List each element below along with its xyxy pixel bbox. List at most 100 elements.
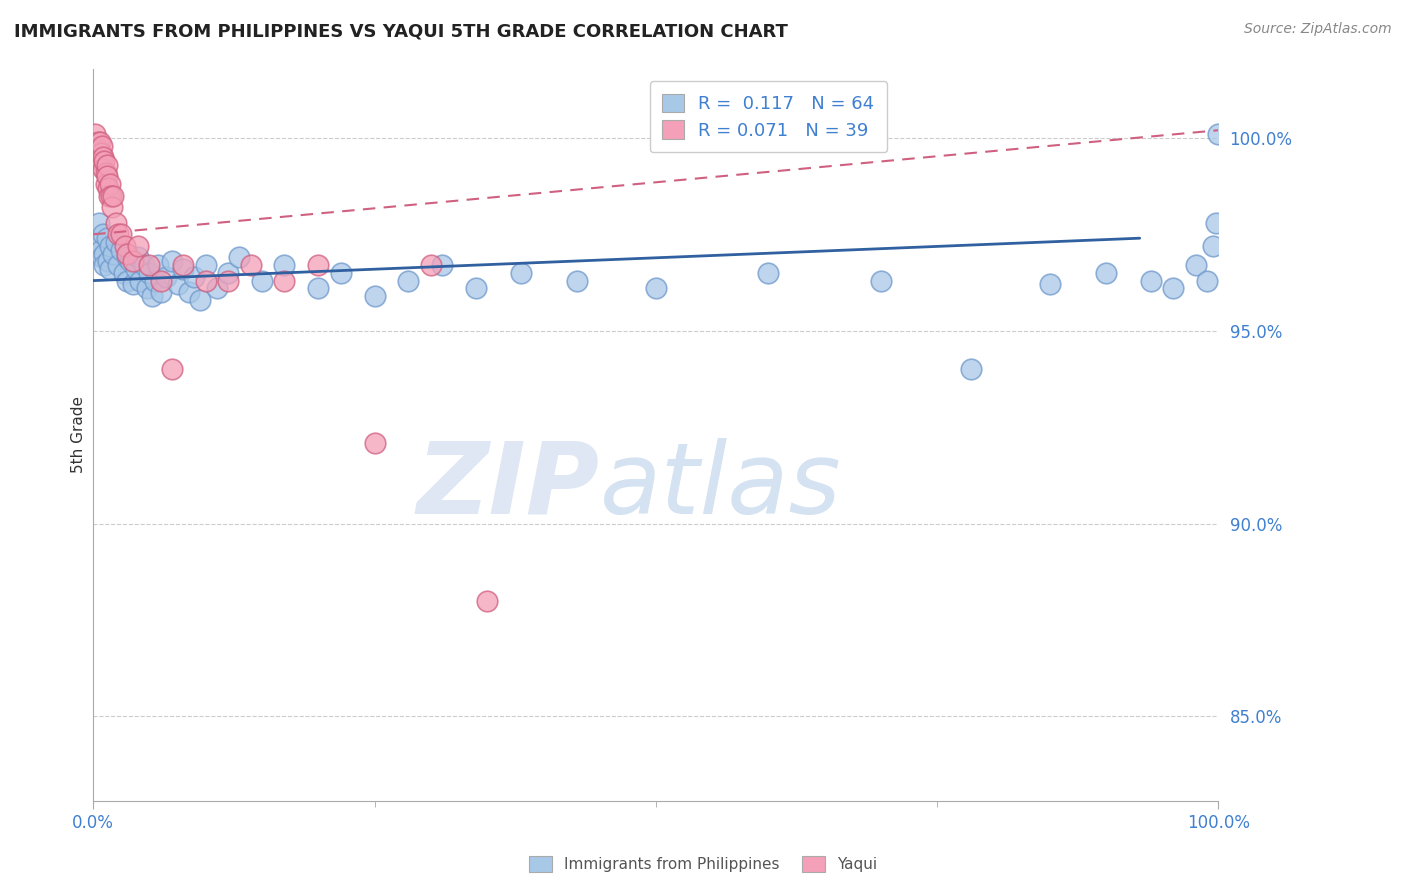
Point [107, 227, 129, 242]
Point [121, 277, 143, 292]
Point [149, 274, 172, 288]
Point [93, 258, 115, 272]
Y-axis label: 5th Grade: 5th Grade [72, 396, 86, 474]
Point [103, 246, 125, 260]
Text: atlas: atlas [599, 438, 841, 534]
Point [91, 227, 114, 242]
Point [217, 274, 239, 288]
Point [363, 435, 385, 450]
Point [273, 258, 295, 272]
Point [205, 281, 228, 295]
Point [166, 277, 188, 292]
Text: Source: ZipAtlas.com: Source: ZipAtlas.com [1244, 22, 1392, 37]
Point [1202, 239, 1225, 253]
Point [464, 281, 486, 295]
Point [307, 258, 329, 272]
Point [97, 181, 120, 195]
Point [115, 274, 138, 288]
Point [112, 266, 135, 280]
Point [91, 138, 114, 153]
Point [960, 362, 983, 376]
Point [121, 254, 143, 268]
Point [138, 266, 160, 280]
Point [1197, 274, 1219, 288]
Text: ZIP: ZIP [416, 438, 599, 534]
Point [91, 161, 114, 176]
Point [475, 593, 498, 607]
Point [110, 227, 132, 242]
Point [90, 243, 112, 257]
Point [183, 269, 205, 284]
Point [194, 274, 217, 288]
Point [127, 239, 149, 253]
Point [148, 258, 170, 272]
Point [430, 258, 453, 272]
Point [87, 216, 110, 230]
Point [97, 188, 120, 202]
Point [100, 188, 122, 202]
Point [103, 188, 125, 202]
Point [1185, 258, 1208, 272]
Point [125, 262, 148, 277]
Point [1039, 277, 1062, 292]
Point [1208, 127, 1230, 141]
Point [396, 274, 419, 288]
Point [1205, 216, 1227, 230]
Point [217, 266, 239, 280]
Point [188, 293, 211, 307]
Point [228, 251, 250, 265]
Point [93, 246, 115, 260]
Point [136, 281, 159, 295]
Point [172, 262, 194, 277]
Point [96, 169, 118, 184]
Point [756, 266, 779, 280]
Point [86, 135, 108, 149]
Point [107, 258, 129, 272]
Point [307, 281, 329, 295]
Text: IMMIGRANTS FROM PHILIPPINES VS YAQUI 5TH GRADE CORRELATION CHART: IMMIGRANTS FROM PHILIPPINES VS YAQUI 5TH… [14, 22, 787, 40]
Point [96, 231, 118, 245]
Point [90, 154, 112, 169]
Point [239, 258, 262, 272]
Point [115, 251, 138, 265]
Point [141, 289, 163, 303]
Point [96, 158, 118, 172]
Point [177, 285, 200, 300]
Point [509, 266, 531, 280]
Point [149, 285, 172, 300]
Point [115, 246, 138, 260]
Point [89, 135, 111, 149]
Point [94, 166, 117, 180]
Point [1140, 274, 1163, 288]
Point [129, 274, 152, 288]
Point [644, 281, 666, 295]
Point [194, 258, 217, 272]
Point [91, 251, 114, 265]
Point [363, 289, 385, 303]
Point [98, 239, 121, 253]
Point [132, 258, 155, 272]
Point [114, 239, 136, 253]
Point [172, 258, 194, 272]
Point [90, 146, 112, 161]
Legend: R =  0.117   N = 64, R = 0.071   N = 39: R = 0.117 N = 64, R = 0.071 N = 39 [650, 81, 887, 153]
Point [104, 235, 127, 249]
Point [93, 154, 115, 169]
Point [143, 274, 166, 288]
Point [86, 235, 108, 249]
Point [419, 258, 441, 272]
Point [104, 216, 127, 230]
Point [250, 274, 273, 288]
Point [138, 258, 160, 272]
Point [160, 362, 183, 376]
Point [94, 178, 117, 192]
Point [1095, 266, 1118, 280]
Legend: Immigrants from Philippines, Yaqui: Immigrants from Philippines, Yaqui [522, 848, 884, 880]
Point [110, 243, 132, 257]
Point [160, 254, 183, 268]
Point [101, 200, 124, 214]
Point [97, 254, 120, 268]
Point [329, 266, 352, 280]
Point [87, 143, 110, 157]
Point [91, 150, 114, 164]
